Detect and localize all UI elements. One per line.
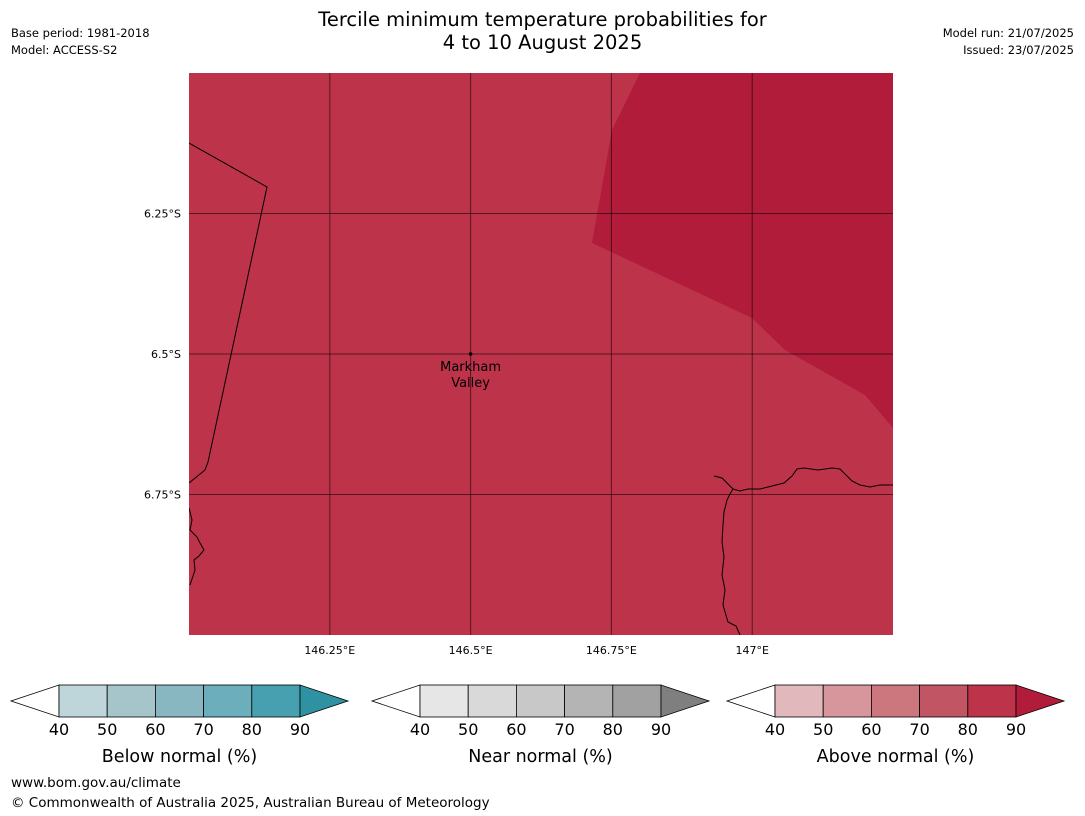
colorbar-tick-label: 70 (554, 720, 574, 739)
footer-url[interactable]: www.bom.gov.au/climate (11, 775, 181, 791)
coastline-east (713, 467, 893, 492)
colorbar-segment (106, 684, 156, 718)
colorbar-segment (251, 684, 301, 718)
colorbar-tick-label: 60 (506, 720, 526, 739)
colorbar-segment (516, 684, 566, 718)
colorbar-segment (58, 684, 108, 718)
lat-tick-label: 6.25°S (144, 208, 181, 221)
meta-right: Model run: 21/07/2025 Issued: 23/07/2025 (943, 25, 1074, 59)
lon-tick-label: 146.75°E (586, 644, 637, 657)
meta-left: Base period: 1981-2018 Model: ACCESS-S2 (11, 25, 150, 59)
chart-title: Tercile minimum temperature probabilitie… (200, 8, 885, 54)
colorbar-segment (774, 684, 824, 718)
colorbar-tick-label: 70 (193, 720, 213, 739)
colorbar-tick-label: 50 (458, 720, 478, 739)
colorbar-tick-label: 60 (145, 720, 165, 739)
colorbar-label: Above normal (%) (817, 747, 975, 767)
colorbar-segment (967, 684, 1017, 718)
colorbars: 40 50 60 70 80 90 Below normal (%) 40 50 60 70 80 90… (9, 684, 1066, 767)
coastline-river (721, 488, 741, 635)
lon-tick-label: 146.5°E (449, 644, 493, 657)
base-period: Base period: 1981-2018 (11, 26, 150, 40)
colorbar-tick-label: 50 (97, 720, 117, 739)
model-run: Model run: 21/07/2025 (942, 26, 1074, 40)
colorbar-tick-label: 40 (49, 720, 69, 739)
colorbar-segment (564, 684, 614, 718)
longitude-labels: 146.25°E 146.5°E 146.75°E 147°E (304, 644, 769, 657)
title-line-2: 4 to 10 August 2025 (442, 31, 643, 54)
footer-copyright: © Commonwealth of Australia 2025, Austra… (11, 795, 490, 811)
graticule (189, 73, 893, 635)
place-dot (468, 352, 473, 356)
colorbar-low-arrow (370, 684, 421, 718)
colorbar-segment (203, 684, 253, 718)
colorbar-1: 40 50 60 70 80 90 Below normal (%) (9, 684, 350, 767)
colorbar-segment (871, 684, 921, 718)
place-name-line-1: Markham (440, 360, 501, 375)
colorbar-tick-label: 70 (909, 720, 929, 739)
colorbar-segment (467, 684, 517, 718)
lon-tick-label: 147°E (735, 644, 768, 657)
high-probability-zone (592, 73, 893, 428)
latitude-labels: 6.25°S 6.5°S 6.75°S (144, 208, 181, 502)
colorbar-tick-label: 60 (861, 720, 881, 739)
colorbar-tick-label: 90 (651, 720, 671, 739)
border-line (189, 142, 268, 484)
map-area (189, 73, 893, 635)
colorbar-segment (154, 684, 204, 718)
colorbar-label: Near normal (%) (468, 747, 613, 767)
model-name: Model: ACCESS-S2 (11, 43, 118, 57)
colorbar-tick-label: 80 (242, 720, 262, 739)
colorbar-tick-label: 40 (410, 720, 430, 739)
colorbar-high-arrow (660, 684, 711, 718)
colorbar-segment (919, 684, 969, 718)
colorbar-segment (822, 684, 872, 718)
coastlines (189, 142, 893, 635)
issued-date: Issued: 23/07/2025 (963, 43, 1074, 57)
colorbar-2: 40 50 60 70 80 90 Near normal (%) (370, 684, 711, 767)
colorbar-tick-label: 80 (603, 720, 623, 739)
lon-tick-label: 146.25°E (304, 644, 355, 657)
colorbar-3: 40 50 60 70 80 90 Above normal (%) (725, 684, 1066, 767)
place-name-line-2: Valley (451, 376, 490, 391)
colorbar-tick-label: 50 (813, 720, 833, 739)
coastline-west (189, 507, 205, 586)
colorbar-segment (419, 684, 469, 718)
colorbar-low-arrow (9, 684, 60, 718)
lat-tick-label: 6.75°S (144, 489, 181, 502)
title-line-1: Tercile minimum temperature probabilitie… (318, 8, 767, 31)
lat-tick-label: 6.5°S (151, 348, 181, 361)
colorbar-tick-label: 90 (1006, 720, 1026, 739)
colorbar-tick-label: 40 (765, 720, 785, 739)
colorbar-label: Below normal (%) (102, 747, 257, 767)
colorbar-high-arrow (1015, 684, 1066, 718)
colorbar-tick-label: 80 (958, 720, 978, 739)
colorbar-tick-label: 90 (290, 720, 310, 739)
colorbar-segment (612, 684, 662, 718)
colorbar-low-arrow (725, 684, 776, 718)
colorbar-high-arrow (299, 684, 350, 718)
